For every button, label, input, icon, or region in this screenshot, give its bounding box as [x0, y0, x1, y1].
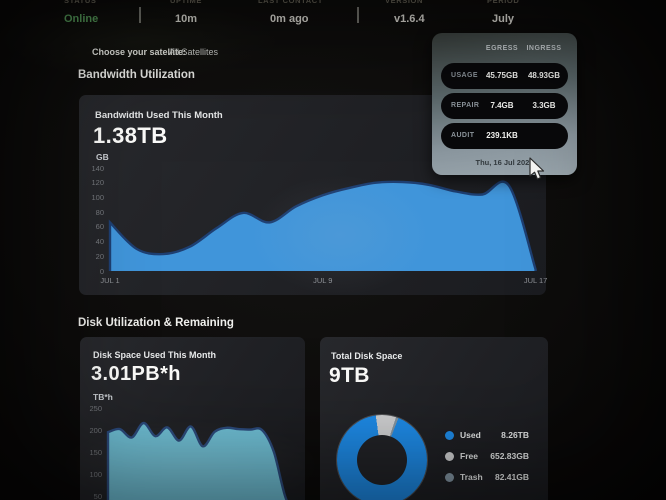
trash-legend-label: Trash: [460, 472, 483, 482]
ingress-column-header: INGRESS: [526, 45, 562, 52]
disk-used-ytick: 100: [89, 469, 102, 479]
tooltip-date: Thu, 16 Jul 2020: [475, 158, 534, 167]
uptime-value: 10m: [175, 13, 198, 25]
bandwidth-section-title: Bandwidth Utilization: [78, 69, 195, 81]
bandwidth-ytick: 0: [99, 266, 104, 276]
usage-ingress-value: 48.93GB: [527, 71, 561, 80]
trash-legend-value: 82.41GB: [494, 472, 529, 482]
period-value[interactable]: July: [492, 13, 515, 25]
bandwidth-area[interactable]: [110, 181, 536, 271]
repair-egress-value: 7.4GB: [490, 101, 514, 110]
disk-section-title: Disk Utilization & Remaining: [78, 317, 234, 329]
usage-row-label: USAGE: [451, 72, 478, 79]
bandwidth-ytick: 140: [91, 163, 104, 173]
free-legend-dot: [445, 452, 454, 461]
bandwidth-xtick: JUL 1: [100, 276, 120, 285]
disk-used-ytick: 200: [89, 425, 102, 435]
bandwidth-ytick: 40: [95, 237, 104, 247]
disk-used-total: 3.01PB*h: [91, 363, 181, 385]
bandwidth-ytick: 80: [95, 207, 104, 217]
tooltip-audit-row: AUDIT 239.1KB: [441, 123, 568, 149]
disk-used-ytick: 50: [93, 491, 102, 500]
bandwidth-xtick: JUL 17: [523, 276, 548, 285]
topbar-divider: [357, 7, 359, 23]
donut-hole: [357, 435, 407, 485]
repair-ingress-value: 3.3GB: [532, 101, 556, 110]
version-label: VERSION: [385, 0, 423, 5]
used-legend-value: 8.26TB: [501, 430, 529, 440]
bandwidth-ytick: 20: [95, 251, 104, 261]
egress-column-header: EGRESS: [485, 45, 519, 52]
bandwidth-unit-label: GB: [96, 152, 109, 162]
status-label: STATUS: [64, 0, 97, 5]
period-label: PERIOD: [487, 0, 520, 5]
trash-legend-dot: [445, 473, 454, 482]
repair-row-label: REPAIR: [451, 102, 480, 109]
bandwidth-total: 1.38TB: [93, 123, 168, 148]
usage-egress-value: 45.75GB: [485, 71, 519, 80]
bandwidth-day-tooltip: EGRESS INGRESS USAGE 45.75GB 48.93GB REP…: [432, 33, 577, 175]
mouse-cursor: [529, 157, 545, 180]
bandwidth-line: [108, 180, 537, 271]
disk-donut-chart[interactable]: [337, 415, 427, 500]
audit-row-label: AUDIT: [451, 132, 475, 139]
tooltip-repair-row: REPAIR 7.4GB 3.3GB: [441, 93, 568, 119]
disk-used-line: [106, 421, 288, 500]
audit-egress-value: 239.1KB: [486, 131, 518, 140]
version-value: v1.6.4: [394, 13, 425, 25]
disk-used-ytick: 150: [89, 447, 102, 457]
bandwidth-ytick: 100: [91, 192, 104, 202]
free-legend-value: 652.83GB: [490, 451, 529, 461]
legend-row-free: Free 652.83GB: [445, 450, 529, 464]
bandwidth-ytick: 120: [91, 178, 104, 188]
bandwidth-xtick: JUL 9: [313, 276, 333, 285]
disk-used-unit-label: TB*h: [93, 392, 113, 402]
bandwidth-card-title: Bandwidth Used This Month: [95, 110, 223, 121]
used-legend-dot: [445, 431, 454, 440]
disk-used-card-title: Disk Space Used This Month: [93, 350, 217, 360]
disk-total-card-title: Total Disk Space: [331, 351, 403, 361]
legend-row-used: Used 8.26TB: [445, 429, 529, 443]
satellite-picker-value[interactable]: All Satellites: [169, 47, 219, 57]
legend-row-trash: Trash 82.41GB: [445, 471, 529, 485]
disk-used-ytick: 250: [89, 403, 102, 413]
disk-total-value: 9TB: [329, 364, 370, 387]
disk-used-area[interactable]: [108, 422, 298, 500]
bandwidth-ytick: 60: [95, 222, 104, 232]
uptime-label: UPTIME: [170, 0, 202, 5]
tooltip-usage-row: USAGE 45.75GB 48.93GB: [441, 63, 568, 89]
last-contact-label: LAST CONTACT: [258, 0, 323, 5]
free-legend-label: Free: [460, 451, 478, 461]
satellite-picker-label: Choose your satellite:: [92, 47, 187, 57]
status-value: Online: [64, 13, 99, 25]
topbar-divider: [139, 7, 141, 23]
last-contact-value: 0m ago: [270, 13, 309, 25]
used-legend-label: Used: [460, 430, 481, 440]
